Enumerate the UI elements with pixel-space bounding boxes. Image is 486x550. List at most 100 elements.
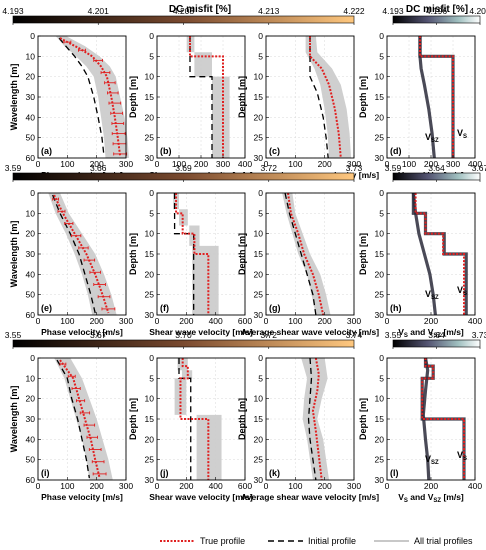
vsz-lines [418,36,436,159]
x-axis-label: Phase velocity [m/s] [41,327,123,337]
initial-profile-line [58,37,105,157]
panel-letter: (k) [269,468,280,478]
y-tick-label: 25 [375,133,385,143]
colorbar-tick-label: 3.72 [260,163,277,173]
y-axis-label: Wavelength [m] [9,386,19,453]
y-axis-label: Depth [m] [237,398,247,440]
y-tick-label: 60 [26,153,36,163]
x-tick-label: 200 [318,316,332,326]
x-tick-label: 100 [172,159,186,169]
y-tick-label: 30 [145,310,155,320]
x-tick-label: 400 [209,481,223,491]
true-profile-line [175,193,210,315]
true-profile-line [59,37,122,157]
y-tick-label: 5 [379,51,384,61]
x-tick-label: 400 [209,316,223,326]
y-tick-label: 50 [26,455,36,465]
trial-band [305,36,352,158]
y-tick-label: 25 [254,133,264,143]
y-tick-label: 15 [254,414,264,424]
y-tick-label: 20 [375,269,385,279]
initial-profile-line [173,193,195,315]
x-tick-label: 400 [238,159,252,169]
colorbar-tick-label: 4.196 [426,6,448,16]
panel-letter: (d) [390,146,402,156]
row-3: 3.55 3.67 3.70 3.72 3.74 3.55 3.64 3.730 100 200 3… [5,330,486,504]
x-tick-label: 300 [119,159,133,169]
x-axis-label: Shear wave velocity [m/s] [149,492,253,502]
colorbar-tick-label: 3.67 [472,163,486,173]
y-tick-label: 0 [258,353,263,363]
x-tick-label: 0 [155,481,160,491]
row-1: 4.193 4.201 4.208 4.213 4.222 4.193 4.196 4.201… [2,6,486,182]
x-axis-label: Average shear wave velocity [m/s] [241,327,379,337]
y-tick-label: 25 [254,455,264,465]
y-tick-label: 40 [26,434,36,444]
trial-band [186,36,230,158]
y-axis-label: Depth [m] [358,76,368,118]
y-tick-label: 5 [379,208,384,218]
annotation-vs: VS [457,128,467,140]
panel-h: 0 200 400 0 5 10 15 20 25 30 VS and VSZ [m/s] Depth… [358,188,482,339]
y-tick-label: 10 [254,72,264,82]
initial-profile-line [309,36,329,159]
panel-f: 0 200 400 600 0 5 10 15 20 25 30 Shear wave velocit… [128,188,253,337]
y-tick-label: 0 [30,31,35,41]
y-tick-label: 10 [145,229,155,239]
x-tick-label: 0 [264,316,269,326]
y-tick-label: 10 [26,208,36,218]
x-tick-label: 300 [347,316,361,326]
y-axis-label: Depth [m] [128,233,138,275]
y-axis-label: Depth [m] [358,398,368,440]
annotation-vsz: VSZ [425,454,439,466]
x-tick-label: 100 [288,316,302,326]
x-tick-label: 300 [347,159,361,169]
initial-profile-line [178,358,192,480]
x-tick-label: 300 [119,481,133,491]
y-tick-label: 10 [145,72,155,82]
panel-l: 0 200 400 0 5 10 15 20 25 30 VS and VSZ [m/s] Depth… [358,353,482,504]
y-tick-label: 25 [375,455,385,465]
colorbar-tick-label: 3.66 [90,163,107,173]
y-tick-label: 10 [254,229,264,239]
y-tick-label: 5 [258,51,263,61]
initial-profile-line [56,359,90,479]
y-tick-label: 30 [254,310,264,320]
colorbar-main [12,339,355,348]
x-axis-label: Shear wave velocity [m/s] [149,327,253,337]
y-tick-label: 10 [375,394,385,404]
y-tick-label: 20 [375,434,385,444]
y-tick-label: 20 [26,229,36,239]
x-tick-label: 200 [179,316,193,326]
panel-letter: (b) [160,146,172,156]
x-tick-label: 200 [90,481,104,491]
y-tick-label: 15 [145,414,155,424]
y-tick-label: 30 [145,475,155,485]
y-tick-label: 0 [258,31,263,41]
x-tick-label: 0 [264,159,269,169]
y-tick-label: 30 [145,153,155,163]
y-tick-label: 15 [145,249,155,259]
x-tick-label: 0 [264,481,269,491]
colorbar-tick-label: 3.69 [175,163,192,173]
y-axis-label: Depth [m] [237,233,247,275]
true-profile-line [59,359,101,479]
panel-letter: (a) [41,146,52,156]
colorbar-tick-label: 3.67 [90,330,107,340]
x-tick-label: 100 [288,481,302,491]
x-tick-label: 0 [385,316,390,326]
x-tick-label: 300 [216,159,230,169]
x-tick-label: 0 [36,481,41,491]
true-profile-line [414,193,465,315]
y-tick-label: 25 [145,290,155,300]
y-tick-label: 5 [258,208,263,218]
annotation-vsz: VSZ [425,289,439,301]
panel-k: 0 100 200 300 0 5 10 15 20 25 30 Average shear wave… [237,353,379,502]
panel-letter: (c) [269,146,280,156]
colorbar-tick-label: 4.213 [258,6,280,16]
panel-letter: (f) [160,303,169,313]
y-tick-label: 15 [254,92,264,102]
panel-letter: (e) [41,303,52,313]
y-axis-label: Depth [m] [237,76,247,118]
legend-trials-label: All trial profiles [414,536,473,546]
